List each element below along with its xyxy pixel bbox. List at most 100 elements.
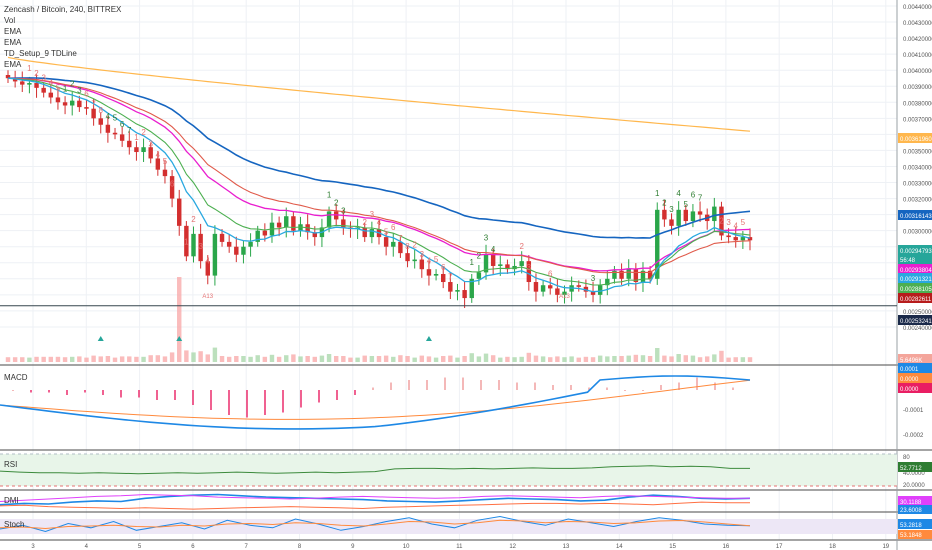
candle-body[interactable] (212, 233, 218, 276)
candle-body[interactable] (341, 219, 346, 228)
candle-body[interactable] (62, 102, 68, 106)
macd-tag[interactable] (898, 363, 932, 373)
candle-body[interactable] (262, 230, 268, 236)
candle-body[interactable] (219, 233, 225, 242)
candle-body[interactable] (498, 264, 503, 266)
candle-body[interactable] (48, 92, 54, 98)
macd-tag[interactable] (898, 383, 932, 393)
candle-body[interactable] (490, 254, 496, 266)
macd-pane[interactable] (0, 375, 751, 430)
candle-body[interactable] (162, 169, 168, 177)
candle-body[interactable] (505, 264, 510, 270)
candle-body[interactable] (134, 147, 139, 153)
price-tag[interactable] (898, 133, 932, 143)
volume-tag[interactable] (898, 354, 932, 364)
candle-body[interactable] (476, 272, 482, 279)
candle-body[interactable] (697, 211, 703, 215)
candle-body[interactable] (169, 176, 175, 199)
candle-body[interactable] (98, 118, 103, 125)
stoch-tag[interactable] (898, 519, 932, 529)
candle-body[interactable] (105, 124, 111, 133)
candle-body[interactable] (548, 285, 553, 289)
candle-body[interactable] (555, 288, 560, 295)
candle-body[interactable] (398, 241, 403, 254)
candle-body[interactable] (462, 290, 467, 299)
candle-body[interactable] (562, 291, 567, 295)
price-tag[interactable] (898, 273, 932, 283)
candle-body[interactable] (84, 107, 89, 109)
candle-body[interactable] (69, 100, 75, 106)
candle-body[interactable] (590, 291, 596, 295)
rsi-tag[interactable] (898, 462, 932, 472)
candle-body[interactable] (597, 285, 603, 295)
candle-body[interactable] (662, 209, 667, 220)
candle-body[interactable] (91, 108, 96, 119)
candle-body[interactable] (41, 87, 46, 93)
candle-body[interactable] (605, 278, 610, 286)
candle-body[interactable] (469, 278, 474, 299)
candle-body[interactable] (369, 229, 375, 238)
candle-body[interactable] (291, 216, 296, 231)
price-tag[interactable] (898, 283, 932, 293)
rsi-pane[interactable] (0, 453, 897, 487)
candle-body[interactable] (483, 254, 489, 273)
candle-body[interactable] (640, 270, 646, 283)
candle-body[interactable] (383, 237, 389, 247)
candle-body[interactable] (626, 269, 631, 279)
candle-body[interactable] (533, 282, 539, 292)
candle-body[interactable] (405, 253, 410, 262)
candle-body[interactable] (540, 285, 546, 292)
candle-body[interactable] (676, 209, 681, 226)
time-axis[interactable]: 3 4 5 6 7 8 9 10 11 12 13 14 15 16 17 18 19 (31, 544, 889, 550)
candle-body[interactable] (12, 78, 18, 82)
candle-body[interactable] (719, 206, 724, 236)
candle-body[interactable] (419, 259, 425, 270)
candle-body[interactable] (148, 147, 153, 159)
candle-body[interactable] (112, 132, 118, 135)
candle-body[interactable] (191, 233, 196, 257)
candle-body[interactable] (205, 261, 210, 276)
candle-body[interactable] (619, 270, 624, 279)
candle-body[interactable] (284, 216, 289, 228)
candle-body[interactable] (576, 285, 581, 287)
candle-body[interactable] (633, 269, 639, 283)
candle-body[interactable] (433, 273, 439, 276)
macd-tag[interactable] (898, 373, 932, 383)
dmi-pane[interactable] (0, 493, 751, 510)
candle-body[interactable] (184, 225, 189, 257)
candle-body[interactable] (669, 219, 674, 226)
candle-body[interactable] (655, 209, 660, 279)
candle-body[interactable] (127, 140, 132, 148)
candle-body[interactable] (234, 246, 239, 255)
candle-body[interactable] (526, 261, 532, 283)
candle-body[interactable] (241, 246, 246, 255)
candle-body[interactable] (5, 75, 11, 79)
candle-body[interactable] (326, 211, 332, 228)
candle-body[interactable] (141, 147, 146, 153)
candle-body[interactable] (612, 270, 617, 279)
candle-body[interactable] (455, 290, 460, 292)
price-tag[interactable] (898, 245, 932, 255)
price-tag[interactable] (898, 254, 932, 264)
candle-body[interactable] (519, 261, 524, 266)
candle-body[interactable] (226, 241, 232, 247)
candle-body[interactable] (248, 241, 253, 247)
candle-body[interactable] (312, 232, 318, 238)
candle-body[interactable] (77, 100, 82, 108)
candle-body[interactable] (448, 282, 453, 292)
candle-body[interactable] (34, 83, 39, 88)
price-tag[interactable] (898, 315, 932, 325)
candle-body[interactable] (690, 211, 696, 222)
candle-body[interactable] (55, 97, 61, 103)
dmi-tag[interactable] (898, 496, 932, 506)
candle-body[interactable] (747, 237, 753, 241)
candle-body[interactable] (733, 237, 738, 241)
candle-body[interactable] (647, 270, 653, 279)
price-tag[interactable] (898, 264, 932, 274)
candle-body[interactable] (440, 273, 446, 283)
price-axis[interactable]: 0.00440000 0.00430000 0.00420000 0.00410000… (898, 5, 932, 539)
stoch-pane[interactable] (0, 515, 897, 535)
stoch-tag[interactable] (898, 530, 932, 539)
